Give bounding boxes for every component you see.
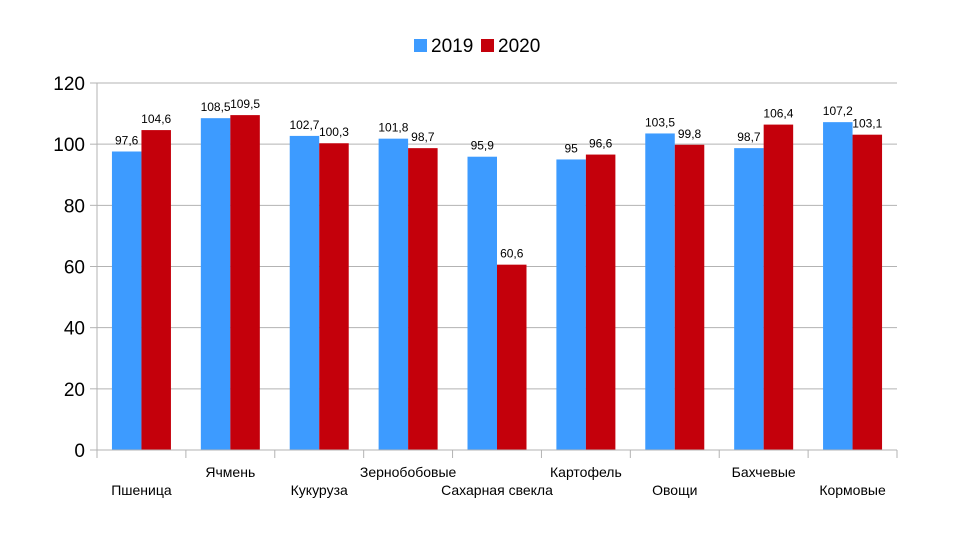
data-label-2019-9: 107,2	[823, 104, 853, 118]
bar-2019-2	[200, 118, 231, 450]
data-label-2019-5: 95,9	[471, 139, 495, 153]
y-tick-label: 40	[64, 319, 85, 340]
data-label-2020-6: 96,6	[589, 137, 613, 151]
y-tick-label: 120	[53, 74, 85, 95]
data-label-2020-5: 60,6	[500, 247, 524, 261]
bar-2019-1	[111, 151, 142, 451]
data-label-2020-1: 104,6	[141, 112, 171, 126]
bar-2019-3	[289, 135, 320, 450]
data-label-2019-4: 101,8	[378, 121, 408, 135]
data-label-2020-2: 109,5	[230, 97, 260, 111]
bar-2019-4	[378, 138, 409, 450]
x-category-label: Кукуруза	[291, 482, 348, 498]
bar-2020-4	[408, 148, 438, 450]
y-axis: 0 20 40 60 80 100 120	[53, 74, 98, 462]
x-category-label: Овощи	[652, 482, 697, 498]
bar-2020-9	[852, 134, 883, 450]
legend-swatch-2020	[481, 39, 494, 52]
x-category-label: Картофель	[550, 464, 622, 480]
legend: 2019 2020	[414, 36, 540, 57]
data-label-2019-1: 97,6	[115, 134, 139, 148]
x-category-label: Бахчевые	[732, 464, 796, 480]
x-category-label: Ячмень	[205, 464, 255, 480]
y-tick-label: 80	[64, 196, 85, 217]
bar-2020-2	[230, 115, 260, 451]
bars	[111, 115, 883, 451]
x-category-label: Зернобобовые	[360, 464, 457, 480]
y-tick-label: 100	[53, 135, 85, 156]
bar-2020-8	[763, 124, 794, 451]
x-category-label: Пшеница	[111, 482, 172, 498]
legend-label-2019: 2019	[431, 36, 473, 57]
data-label-2019-8: 98,7	[737, 130, 761, 144]
bar-2020-3	[319, 143, 349, 451]
x-category-label: Кормовые	[819, 482, 886, 498]
bar-2019-5	[467, 156, 497, 451]
bar-2020-5	[497, 264, 527, 450]
x-axis: Пшеница Ячмень Кукуруза Зернобобовые Сахарна…	[96, 449, 898, 498]
data-label-2019-7: 103,5	[645, 115, 675, 129]
legend-label-2020: 2020	[498, 36, 540, 57]
legend-swatch-2019	[414, 39, 427, 52]
data-label-2019-2: 108,5	[201, 100, 231, 114]
bar-2019-9	[823, 122, 853, 450]
data-label-2019-3: 102,7	[289, 118, 319, 132]
data-label-2020-7: 99,8	[678, 127, 702, 141]
bar-2020-6	[585, 154, 616, 450]
y-tick-label: 60	[64, 258, 85, 279]
bar-2020-7	[674, 144, 705, 451]
bar-2020-1	[141, 130, 171, 450]
data-label-2019-6: 95	[564, 141, 578, 155]
data-label-2020-4: 98,7	[411, 130, 435, 144]
y-tick-label: 0	[74, 441, 85, 462]
data-label-2020-8: 106,4	[763, 107, 793, 121]
data-label-2020-3: 100,3	[319, 125, 349, 139]
bar-2019-7	[645, 133, 675, 450]
bar-2019-8	[734, 148, 764, 450]
data-label-2020-9: 103,1	[852, 117, 882, 131]
bar-2019-6	[556, 159, 586, 451]
x-category-label: Сахарная свекла	[441, 482, 553, 498]
y-tick-label: 20	[64, 380, 85, 401]
